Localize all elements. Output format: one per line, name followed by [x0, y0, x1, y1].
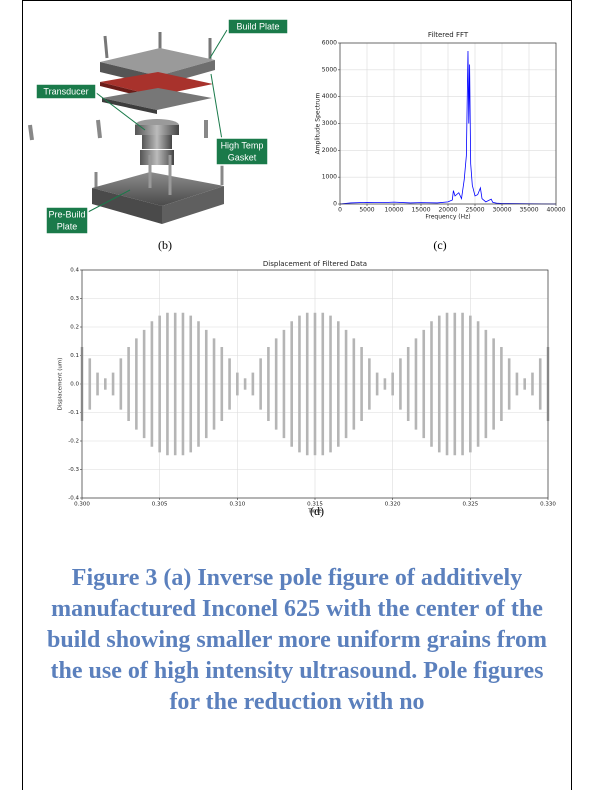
- x-tick-label: 25000: [465, 207, 484, 214]
- x-tick-label: 0.330: [540, 502, 556, 508]
- x-tick-label: 0: [338, 207, 342, 214]
- part-label: Build Plate: [236, 21, 279, 31]
- x-tick-label: 15000: [411, 207, 430, 214]
- assembly-drawing: [30, 19, 288, 234]
- y-tick-label: 6000: [322, 40, 337, 47]
- x-tick-label: 30000: [492, 207, 511, 214]
- x-tick-label: 10000: [384, 207, 403, 214]
- part-label: Transducer: [43, 86, 88, 96]
- x-tick-label: 5000: [359, 207, 374, 214]
- y-tick-label: 0.1: [70, 353, 79, 359]
- part-label: Gasket: [228, 152, 257, 162]
- y-tick-label: 1000: [322, 174, 337, 181]
- y-axis-label: Displacement (um): [58, 358, 64, 411]
- part-label: Plate: [57, 221, 78, 231]
- y-tick-label: 0.4: [70, 268, 79, 274]
- x-tick-label: 0.310: [229, 502, 245, 508]
- x-tick-label: 40000: [546, 207, 565, 214]
- y-tick-label: 0.3: [70, 296, 79, 302]
- y-tick-label: 2000: [322, 147, 337, 154]
- y-tick-label: 4000: [322, 93, 337, 100]
- x-tick-label: 20000: [438, 207, 457, 214]
- x-tick-label: 0.325: [462, 502, 478, 508]
- x-tick-label: 0.320: [385, 502, 401, 508]
- panel-label: (b): [158, 238, 172, 252]
- y-tick-label: -0.1: [68, 410, 79, 416]
- y-tick-label: 0: [333, 201, 337, 208]
- y-tick-label: -0.3: [68, 467, 79, 473]
- y-tick-label: 5000: [322, 66, 337, 73]
- part-label: High Temp: [221, 140, 264, 150]
- x-tick-label: 35000: [519, 207, 538, 214]
- y-tick-label: 0.0: [70, 382, 79, 388]
- y-tick-label: 3000: [322, 120, 337, 127]
- panel-label: (d): [310, 504, 324, 518]
- x-tick-label: 0.305: [152, 502, 168, 508]
- page: Build Plate Transducer High Temp Gasket …: [0, 0, 594, 790]
- panel-label: (c): [433, 238, 446, 252]
- y-axis-label: Amplitude Spectrum: [315, 92, 322, 154]
- chart-title: Filtered FFT: [428, 31, 469, 39]
- x-tick-label: 0.300: [74, 502, 90, 508]
- chart-title: Displacement of Filtered Data: [263, 260, 367, 268]
- part-label: Pre-Build: [48, 209, 85, 219]
- x-axis-label: Frequency (Hz): [425, 214, 470, 221]
- y-tick-label: -0.2: [68, 439, 79, 445]
- figure-caption: Figure 3 (a) Inverse pole figure of addi…: [40, 563, 554, 718]
- y-tick-label: 0.2: [70, 325, 79, 331]
